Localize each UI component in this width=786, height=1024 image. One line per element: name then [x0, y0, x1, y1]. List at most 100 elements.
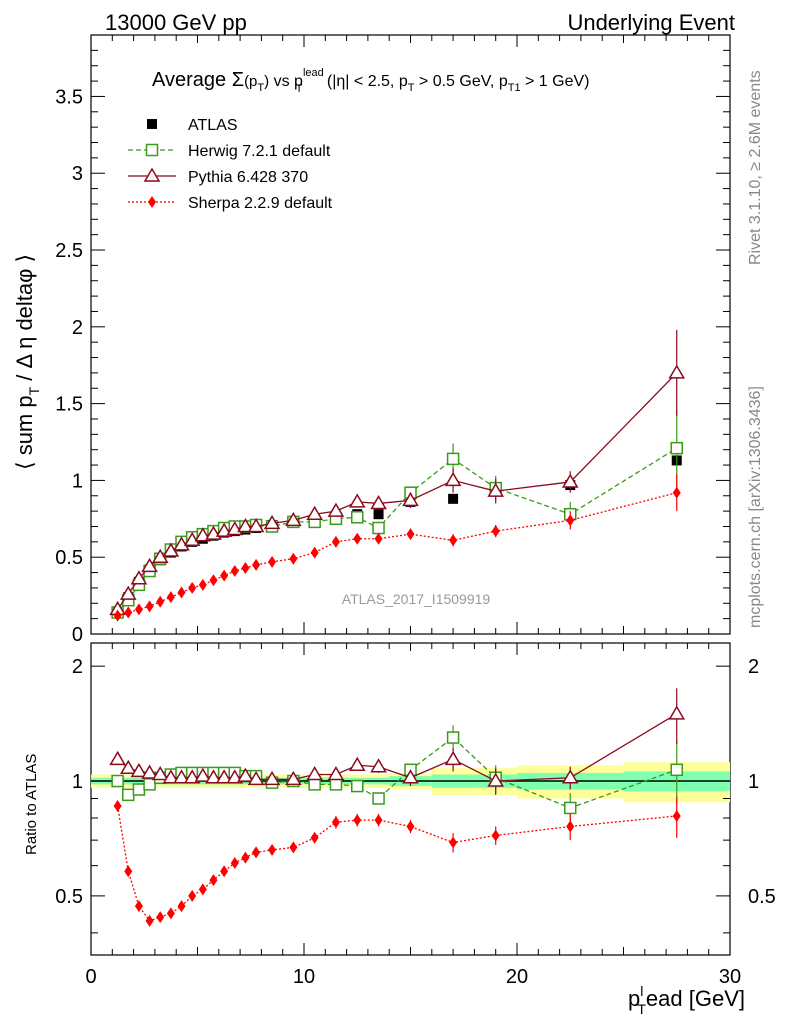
main-point-sherpa [241, 561, 250, 574]
legend-marker-sherpa [148, 196, 156, 208]
ratio-point-pythia [327, 766, 345, 781]
ratio-line-sherpa [116, 805, 677, 922]
main-point-herwig [351, 511, 364, 524]
ratio-point-pythia [183, 769, 201, 784]
ratio-point-herwig [446, 731, 460, 744]
main-point-sherpa [166, 591, 175, 604]
legend-label-pythia: Pythia 6.428 370 [188, 169, 308, 186]
ratio-ytick-label: 1 [72, 771, 83, 793]
mcplots-label: mcplots.cern.ch [arXiv:1306.3436] [747, 386, 764, 628]
main-point-sherpa [252, 558, 261, 571]
ratio-point-pythia [487, 772, 505, 787]
main-point-pythia [173, 536, 190, 551]
ratio-point-pythia [141, 764, 158, 779]
main-point-pythia [348, 493, 366, 508]
main-point-sherpa [289, 552, 298, 565]
ratio-point-sherpa [156, 911, 165, 924]
analysis-watermark: ATLAS_2017_I1509919 [342, 591, 491, 607]
main-panel: 0 0.5 1 1.5 2 2.5 3 3.5 [55, 34, 731, 646]
ratio-point-pythia [247, 770, 265, 786]
ratio-point-sherpa [241, 851, 250, 864]
ratio-point-sherpa [252, 846, 261, 859]
ratio-point-sherpa [353, 814, 362, 827]
main-point-sherpa [491, 525, 500, 538]
x-axis-label: pl Tead [GeV] [628, 983, 745, 1017]
ratio-point-pythia [194, 767, 212, 782]
ratio-point-sherpa [491, 829, 500, 842]
main-point-pythia [130, 570, 148, 585]
ratio-point-sherpa [145, 914, 154, 927]
ratio-ytick-label-right: 2 [748, 656, 759, 678]
main-point-pythia [183, 531, 201, 547]
main-point-pythia [487, 482, 505, 497]
main-point-herwig [372, 521, 385, 535]
main-point-pythia [247, 517, 265, 533]
ratio-point-pythia [226, 769, 244, 784]
main-point-sherpa [209, 574, 218, 587]
ratio-point-pythia [668, 705, 686, 720]
main-point-sherpa [310, 546, 319, 559]
ratio-point-pythia [109, 750, 126, 766]
main-point-pythia [119, 585, 137, 600]
ratio-series-sherpa [113, 796, 681, 927]
main-ytick-label: 3.5 [55, 86, 83, 108]
main-point-sherpa [374, 532, 383, 545]
rivet-label: Rivet 3.1.10, ≥ 2.6M events [747, 70, 764, 265]
ratio-point-pythia [205, 769, 222, 784]
main-point-sherpa [672, 486, 681, 499]
main-point-herwig [446, 452, 460, 466]
ratio-point-sherpa [331, 816, 340, 829]
main-point-pythia [668, 364, 686, 379]
ratio-panel: 0.5 0.51 12 20 10 20 30 [55, 642, 776, 988]
main-ytick-label: 0.5 [55, 547, 83, 569]
ratio-point-pythia [215, 769, 233, 784]
main-point-pythia [327, 502, 345, 517]
main-line-pythia [117, 372, 678, 610]
ratio-point-herwig [308, 778, 321, 791]
ratio-point-pythia [162, 769, 180, 784]
x-tick-label: 0 [85, 966, 96, 988]
main-point-sherpa [230, 565, 239, 578]
main-ytick-label: 0 [72, 624, 83, 646]
legend-item-pythia: Pythia 6.428 370 [128, 167, 308, 186]
ratio-point-sherpa [449, 836, 458, 849]
main-point-pythia [141, 557, 158, 573]
ratio-point-sherpa [198, 883, 207, 896]
main-point-atlas [448, 493, 459, 504]
main-ytick-label: 1 [72, 470, 83, 492]
ratio-point-pythia [151, 766, 169, 781]
main-point-sherpa [406, 528, 415, 541]
ratio-point-sherpa [166, 907, 175, 920]
ratio-point-sherpa [289, 841, 298, 854]
main-point-pythia [237, 517, 254, 533]
ratio-point-sherpa [177, 900, 186, 913]
legend-item-atlas: ATLAS [147, 117, 238, 134]
legend-marker-atlas [147, 119, 157, 129]
main-ytick-label: 3 [72, 163, 83, 185]
ratio-point-sherpa [209, 874, 218, 887]
ratio-point-sherpa [134, 900, 143, 913]
ratio-point-sherpa [113, 800, 122, 813]
main-ylabel: ⟨ sum pT / Δ η deltaφ ⟩ [12, 254, 42, 470]
ratio-point-sherpa [406, 820, 415, 833]
main-point-sherpa [268, 555, 277, 568]
ratio-point-pythia [370, 758, 387, 773]
main-ytick-label: 2 [72, 317, 83, 339]
ratio-point-pythia [130, 762, 148, 778]
legend-marker-herwig [145, 143, 159, 157]
legend-label-sherpa: Sherpa 2.2.9 default [188, 195, 333, 212]
main-point-sherpa [113, 609, 122, 622]
main-point-sherpa [188, 581, 197, 594]
legend-label-herwig: Herwig 7.2.1 default [188, 143, 331, 160]
main-point-sherpa [156, 595, 165, 608]
main-point-herwig [670, 441, 683, 455]
x-tick-label: 30 [719, 966, 741, 988]
ratio-point-herwig [111, 774, 124, 788]
x-tick-label: 20 [506, 966, 528, 988]
legend-item-sherpa: Sherpa 2.2.9 default [128, 195, 333, 212]
ratio-point-pythia [263, 770, 281, 786]
x-tick-label: 10 [293, 966, 315, 988]
ratio-point-pythia [402, 769, 419, 784]
ratio-point-herwig [329, 778, 343, 791]
